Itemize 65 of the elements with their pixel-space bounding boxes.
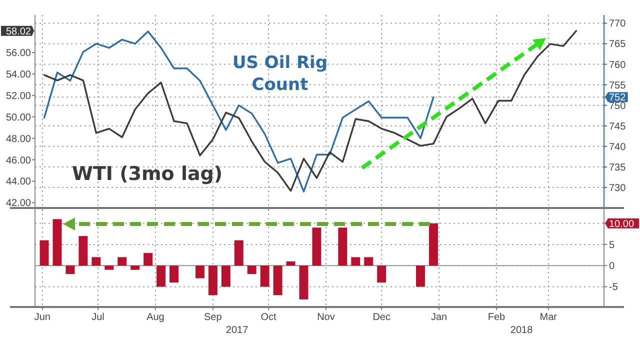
bar [260,266,270,287]
y2-tick-label: 755 [609,80,626,92]
x-tick-label: Oct [260,312,277,323]
bar [118,257,127,266]
line-series [43,30,434,192]
bar [273,266,282,296]
x-tick-label: Jul [92,312,104,323]
bar [66,266,75,274]
y2-tick-label: 740 [609,142,626,153]
y-tick-label: 58.02 [6,26,32,38]
x-tick-label: Jan [430,312,448,323]
bar [104,266,114,270]
x-tick-label: Mar [540,312,558,323]
y-tick-label: 44.00 [6,176,32,188]
bar [299,266,308,300]
y-tick-label: 5 [609,240,615,251]
bar [208,266,218,296]
bar [221,266,230,287]
bar [130,266,140,270]
bar [78,236,88,266]
series-label: US Oil Rig Count [232,53,328,96]
y2-tick-label: 770 [609,18,626,30]
y2-tick-label: 750 [609,100,626,112]
y-tick-label: 52.00 [6,90,32,102]
bar [40,240,49,266]
bar [156,266,166,287]
y-tick-label: 50.00 [6,112,32,124]
bar [428,223,438,266]
bar [416,266,426,287]
line-series [43,30,578,192]
y-tick-label: 10.00 [609,218,634,230]
y-tick-label: -5 [609,282,618,294]
x-tick-label: Nov [317,312,335,323]
text: 2017 [226,325,249,336]
y2-tick-label: 745 [609,121,626,132]
bar [351,257,360,266]
x-tick-label: Feb [488,312,506,323]
text: 2018 [510,325,534,336]
y2-tick-label: 735 [609,162,626,174]
bar [338,228,348,266]
x-tick-label: Aug [146,312,164,323]
y2-tick-label: 730 [609,182,626,194]
y2-tick-label: 760 [609,60,626,71]
x-tick-label: Sep [204,312,222,323]
bar [286,261,296,266]
x-tick-label: Jun [34,312,50,323]
series-label: WTI (3mo lag) [72,163,223,185]
bar [234,240,244,266]
y2-tick-label: 765 [609,39,626,50]
bar [170,266,179,282]
y-tick-label: 54.00 [6,69,32,80]
bar [312,228,322,266]
bar [247,266,256,274]
y-tick-label: 42.00 [6,198,32,210]
bar [144,252,153,266]
bar [364,257,374,266]
y-tick-label: 0 [609,261,615,272]
y-tick-label: 46.00 [6,155,32,166]
bar [377,266,386,282]
y-tick-label: 56.00 [6,48,32,60]
y-tick-label: 48.00 [6,134,32,145]
bar [195,266,204,278]
bar [92,257,101,266]
x-tick-label: Dec [372,312,390,323]
bar [52,219,62,266]
